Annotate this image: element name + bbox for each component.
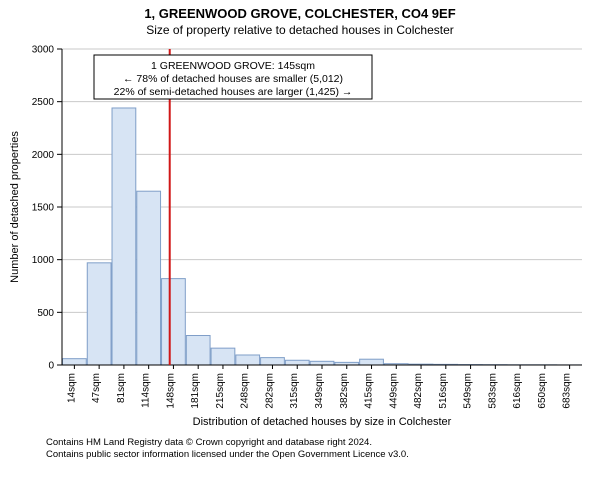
svg-text:2000: 2000 — [32, 150, 55, 161]
svg-text:282sqm: 282sqm — [264, 373, 275, 409]
svg-text:47sqm: 47sqm — [91, 373, 102, 403]
histogram-chart: 0 500 1000 1500 2000 2500 3000 14sqm 47sqm 81sqm 1… — [0, 39, 600, 435]
histogram-bar — [87, 263, 111, 365]
svg-text:248sqm: 248sqm — [240, 373, 251, 409]
svg-text:← 78% of detached houses are s: ← 78% of detached houses are smaller (5,… — [123, 73, 343, 85]
histogram-bar — [285, 360, 309, 365]
histogram-bar — [137, 191, 161, 365]
svg-text:516sqm: 516sqm — [438, 373, 449, 409]
svg-text:1500: 1500 — [32, 203, 55, 214]
svg-text:500: 500 — [37, 308, 54, 319]
histogram-bar — [162, 279, 186, 365]
svg-text:650sqm: 650sqm — [537, 373, 548, 409]
svg-text:181sqm: 181sqm — [190, 373, 201, 409]
svg-text:114sqm: 114sqm — [141, 373, 152, 408]
footer-line-1: Contains HM Land Registry data © Crown c… — [46, 437, 592, 449]
svg-text:81sqm: 81sqm — [116, 373, 127, 403]
svg-text:14sqm: 14sqm — [66, 373, 77, 403]
svg-text:22% of semi-detached houses ar: 22% of semi-detached houses are larger (… — [114, 86, 353, 98]
histogram-bar — [360, 359, 384, 365]
histogram-bar — [310, 361, 334, 365]
histogram-bar — [211, 348, 235, 365]
svg-text:1000: 1000 — [32, 255, 55, 266]
page-title: 1, GREENWOOD GROVE, COLCHESTER, CO4 9EF — [0, 0, 600, 21]
svg-text:Distribution of detached house: Distribution of detached houses by size … — [193, 416, 452, 428]
svg-text:583sqm: 583sqm — [487, 373, 498, 409]
svg-text:382sqm: 382sqm — [339, 373, 350, 409]
svg-text:415sqm: 415sqm — [364, 373, 375, 409]
annotation-box: 1 GREENWOOD GROVE: 145sqm← 78% of detach… — [94, 55, 372, 99]
svg-text:1 GREENWOOD GROVE: 145sqm: 1 GREENWOOD GROVE: 145sqm — [151, 60, 315, 72]
histogram-bar — [236, 355, 260, 365]
svg-text:3000: 3000 — [32, 45, 55, 56]
histogram-bar — [261, 358, 285, 365]
svg-text:349sqm: 349sqm — [314, 373, 325, 409]
svg-text:215sqm: 215sqm — [215, 373, 226, 409]
svg-text:Number of detached properties: Number of detached properties — [9, 131, 21, 283]
histogram-bar — [63, 359, 87, 365]
histogram-bar — [112, 108, 136, 365]
svg-text:482sqm: 482sqm — [413, 373, 424, 409]
svg-text:549sqm: 549sqm — [463, 373, 474, 409]
svg-text:148sqm: 148sqm — [165, 373, 176, 409]
svg-text:0: 0 — [48, 361, 54, 372]
chart-svg: 0 500 1000 1500 2000 2500 3000 14sqm 47sqm 81sqm 1… — [0, 39, 600, 435]
svg-text:2500: 2500 — [32, 97, 55, 108]
page-subtitle: Size of property relative to detached ho… — [0, 21, 600, 39]
svg-text:315sqm: 315sqm — [289, 373, 300, 409]
histogram-bar — [186, 336, 210, 365]
svg-text:449sqm: 449sqm — [388, 373, 399, 409]
footer-line-2: Contains public sector information licen… — [46, 449, 592, 461]
footer: Contains HM Land Registry data © Crown c… — [0, 435, 600, 461]
svg-text:616sqm: 616sqm — [512, 373, 523, 409]
svg-text:683sqm: 683sqm — [562, 373, 573, 409]
